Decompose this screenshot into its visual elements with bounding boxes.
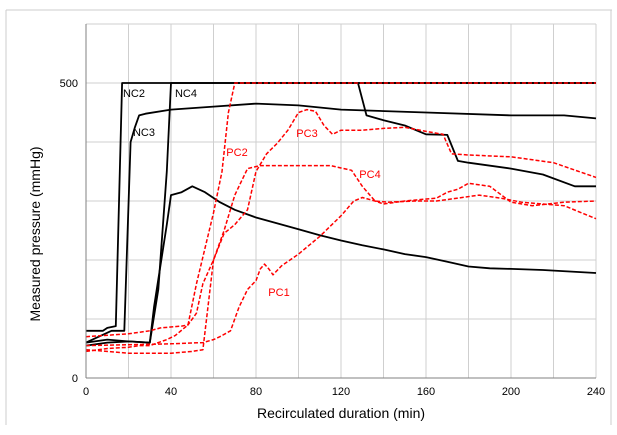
- y-tick-label: 500: [60, 78, 78, 90]
- x-tick-label: 160: [417, 386, 435, 398]
- series-line-nc3: [85, 102, 597, 344]
- y-axis-label: Measured pressure (mmHg): [27, 146, 43, 321]
- series-labels: NC2 NC4 NC3 PC2 PC3 PC4 PC1: [123, 88, 381, 299]
- series-label-nc4: NC4: [175, 88, 197, 100]
- series-line-pc4: [85, 164, 597, 354]
- tick-labels: 0 40 80 120 160 200 240 0 500: [60, 78, 606, 398]
- x-tick-label: 200: [502, 386, 520, 398]
- series-label-pc1: PC1: [268, 287, 289, 299]
- x-tick-label: 0: [83, 386, 89, 398]
- series-label-pc3: PC3: [296, 128, 317, 140]
- series-line-unlabeled: [85, 185, 597, 344]
- x-tick-label: 40: [165, 386, 177, 398]
- x-tick-label: 120: [332, 386, 350, 398]
- x-tick-label: 80: [250, 386, 262, 398]
- x-tick-label: 240: [587, 386, 605, 398]
- series-label-pc4: PC4: [359, 169, 380, 181]
- series-line-unlabeled: [357, 82, 596, 188]
- series-label-pc2: PC2: [226, 147, 247, 159]
- series-label-nc3: NC3: [133, 127, 155, 139]
- x-axis-label: Recirculated duration (min): [257, 405, 425, 421]
- series-label-nc2: NC2: [123, 88, 145, 100]
- y-tick-label: 0: [72, 373, 78, 385]
- series-line-nc4: [85, 82, 596, 347]
- series-line-pc1: [85, 182, 597, 347]
- series-line-pc3: [85, 108, 597, 338]
- axes: [85, 24, 596, 379]
- series-layer: [85, 82, 597, 354]
